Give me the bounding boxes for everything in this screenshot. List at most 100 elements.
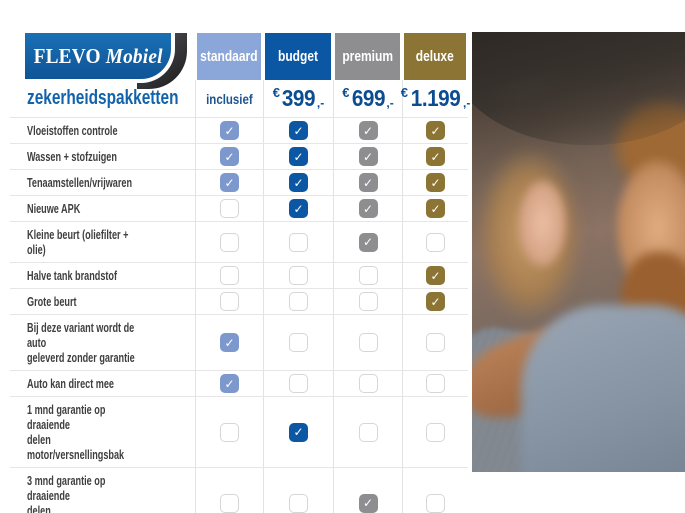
checked-checkbox-icon[interactable]: ✓	[358, 232, 378, 252]
checked-checkbox-icon[interactable]: ✓	[220, 173, 239, 192]
checked-checkbox-icon[interactable]: ✓	[426, 266, 445, 285]
checked-checkbox-icon[interactable]: ✓	[289, 422, 308, 442]
unchecked-checkbox[interactable]	[289, 292, 308, 311]
row-label: Tenaamstellen/vrijwaren	[27, 175, 133, 190]
row-label: Auto kan direct mee	[27, 376, 114, 391]
checked-checkbox-icon[interactable]: ✓	[426, 173, 445, 192]
unchecked-checkbox[interactable]	[289, 333, 308, 352]
check-cell-premium	[333, 314, 402, 370]
unchecked-checkbox[interactable]	[289, 493, 308, 513]
currency-symbol: €	[342, 85, 350, 100]
check-cell-premium: ✓	[333, 195, 402, 221]
checked-checkbox-icon[interactable]: ✓	[426, 292, 445, 311]
price-suffix: ,-	[462, 96, 471, 110]
checked-checkbox-icon[interactable]: ✓	[220, 121, 239, 140]
check-cell-standaard: ✓	[195, 314, 263, 370]
price-cell-standaard: inclusief	[195, 80, 263, 117]
unchecked-checkbox[interactable]	[220, 292, 239, 311]
check-cell-budget	[263, 221, 333, 262]
row-label: Wassen + stofzuigen	[27, 149, 117, 164]
package-tab-label: standaard	[200, 48, 258, 65]
check-cell-budget	[263, 262, 333, 288]
check-cell-deluxe	[402, 370, 468, 396]
unchecked-checkbox[interactable]	[358, 292, 378, 311]
row-label: Grote beurt	[27, 294, 77, 309]
unchecked-checkbox[interactable]	[220, 493, 239, 513]
checked-checkbox-icon[interactable]: ✓	[289, 147, 308, 166]
row-label-cell: Halve tank brandstof	[10, 262, 195, 288]
unchecked-checkbox[interactable]	[358, 422, 378, 442]
checked-checkbox-icon[interactable]: ✓	[289, 173, 308, 192]
row-label-cell: Bij deze variant wordt de auto geleverd …	[10, 314, 195, 370]
unchecked-checkbox[interactable]	[426, 493, 445, 513]
unchecked-checkbox[interactable]	[358, 374, 378, 393]
check-cell-deluxe	[402, 396, 468, 467]
price-cell-budget: €399 ,-	[263, 80, 333, 117]
checked-checkbox-icon[interactable]: ✓	[358, 493, 378, 513]
checked-checkbox-icon[interactable]: ✓	[289, 121, 308, 140]
unchecked-checkbox[interactable]	[289, 266, 308, 285]
row-label: 3 mnd garantie op draaiende delen motor/…	[27, 473, 106, 513]
unchecked-checkbox[interactable]	[289, 232, 308, 252]
check-cell-budget: ✓	[263, 117, 333, 143]
unchecked-checkbox[interactable]	[426, 232, 445, 252]
checked-checkbox-icon[interactable]: ✓	[358, 199, 378, 218]
check-cell-budget: ✓	[263, 195, 333, 221]
check-cell-budget	[263, 370, 333, 396]
checked-checkbox-icon[interactable]: ✓	[289, 199, 308, 218]
checked-checkbox-icon[interactable]: ✓	[426, 147, 445, 166]
row-label: Nieuwe APK	[27, 201, 81, 216]
checked-checkbox-icon[interactable]: ✓	[358, 147, 378, 166]
check-cell-premium: ✓	[333, 169, 402, 195]
unchecked-checkbox[interactable]	[426, 374, 445, 393]
check-cell-standaard	[195, 262, 263, 288]
check-cell-standaard	[195, 195, 263, 221]
checked-checkbox-icon[interactable]: ✓	[220, 374, 239, 393]
brand-secondary: Mobiel	[105, 43, 163, 68]
photo-woman-face	[516, 177, 568, 270]
checked-checkbox-icon[interactable]: ✓	[426, 199, 445, 218]
row-label: 1 mnd garantie op draaiende delen motor/…	[27, 402, 125, 462]
unchecked-checkbox[interactable]	[426, 333, 445, 352]
package-tab-budget[interactable]: budget	[265, 33, 331, 80]
check-cell-deluxe: ✓	[402, 117, 468, 143]
package-tab-premium[interactable]: premium	[335, 33, 400, 80]
check-cell-premium	[333, 262, 402, 288]
check-cell-deluxe: ✓	[402, 195, 468, 221]
check-cell-premium	[333, 396, 402, 467]
row-label-cell: 3 mnd garantie op draaiende delen motor/…	[10, 467, 195, 513]
unchecked-checkbox[interactable]	[220, 232, 239, 252]
check-cell-standaard	[195, 467, 263, 513]
check-cell-budget	[263, 314, 333, 370]
checked-checkbox-icon[interactable]: ✓	[220, 147, 239, 166]
row-label-cell: Nieuwe APK	[10, 195, 195, 221]
unchecked-checkbox[interactable]	[220, 199, 239, 218]
checked-checkbox-icon[interactable]: ✓	[426, 121, 445, 140]
unchecked-checkbox[interactable]	[426, 422, 445, 442]
unchecked-checkbox[interactable]	[358, 266, 378, 285]
check-cell-deluxe: ✓	[402, 169, 468, 195]
unchecked-checkbox[interactable]	[289, 374, 308, 393]
check-cell-premium: ✓	[333, 221, 402, 262]
check-cell-premium	[333, 288, 402, 314]
unchecked-checkbox[interactable]	[220, 422, 239, 442]
check-cell-budget: ✓	[263, 169, 333, 195]
row-label-cell: Kleine beurt (oliefilter + olie)	[10, 221, 195, 262]
section-title: zekerheidspakketten	[10, 80, 195, 117]
checked-checkbox-icon[interactable]: ✓	[358, 121, 378, 140]
row-label-cell: Wassen + stofzuigen	[10, 143, 195, 169]
photo-man-shirt	[520, 304, 685, 472]
package-tab-standaard[interactable]: standaard	[197, 33, 261, 80]
checked-checkbox-icon[interactable]: ✓	[358, 173, 378, 192]
unchecked-checkbox[interactable]	[220, 266, 239, 285]
row-label-cell: Tenaamstellen/vrijwaren	[10, 169, 195, 195]
package-tab-deluxe[interactable]: deluxe	[404, 33, 466, 80]
package-tab-label: deluxe	[415, 48, 455, 65]
checked-checkbox-icon[interactable]: ✓	[220, 333, 239, 352]
check-cell-standaard: ✓	[195, 169, 263, 195]
brand-primary: FLEVO	[33, 43, 101, 68]
unchecked-checkbox[interactable]	[358, 333, 378, 352]
row-label: Bij deze variant wordt de auto geleverd …	[27, 320, 135, 365]
check-cell-standaard	[195, 396, 263, 467]
